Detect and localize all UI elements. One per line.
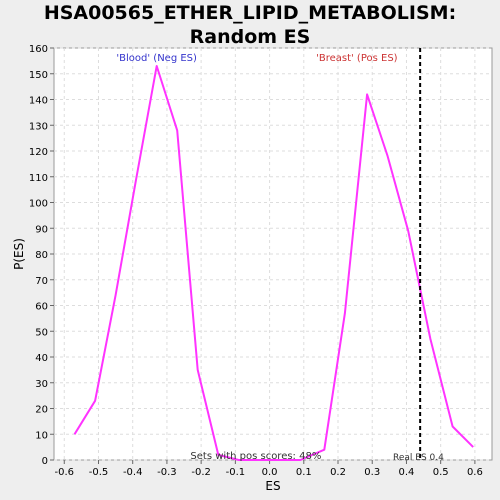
x-tick-label: 0.4: [399, 467, 415, 478]
y-tick-label: 80: [35, 250, 48, 261]
y-tick-label: 0: [42, 456, 48, 467]
series-layer: [73, 65, 474, 461]
x-tick-label: -0.1: [226, 467, 246, 478]
annotation-layer: 'Blood' (Neg ES) 'Breast' (Pos ES) Sets wi…: [116, 48, 444, 463]
pos-es-label: 'Breast' (Pos ES): [316, 53, 398, 64]
x-axis: -0.6 -0.5 -0.4 -0.3 -0.2 -0.1 0.0 0.1 0.2 0.3 0.4 0…: [55, 460, 483, 478]
pos-scores-label: Sets with pos scores: 48%: [190, 451, 321, 462]
x-axis-title: ES: [265, 479, 280, 493]
neg-es-label: 'Blood' (Neg ES): [116, 53, 197, 64]
x-tick-label: 0.2: [330, 467, 346, 478]
y-tick-label: 140: [29, 96, 48, 107]
x-tick-label: 0.0: [262, 467, 278, 478]
x-tick-label: 0.6: [467, 467, 483, 478]
chart-title-line1: HSA00565_ETHER_LIPID_METABOLISM: Random …: [43, 2, 457, 48]
y-tick-label: 40: [35, 353, 48, 364]
y-axis: 0 10 20 30 40 50 60 70 80 90 100 110 120 130 140 150 160: [29, 44, 54, 467]
y-axis-title: P(ES): [12, 238, 26, 270]
y-tick-label: 70: [35, 276, 48, 287]
y-tick-label: 120: [29, 147, 48, 158]
y-tick-label: 20: [35, 405, 48, 416]
series-line: [73, 65, 474, 461]
y-tick-label: 160: [29, 44, 48, 55]
x-tick-label: -0.3: [157, 467, 177, 478]
x-tick-label: -0.5: [89, 467, 109, 478]
x-tick-label: -0.4: [123, 467, 143, 478]
y-tick-label: 30: [35, 379, 48, 390]
y-tick-label: 130: [29, 121, 48, 132]
y-tick-label: 100: [29, 199, 48, 210]
y-tick-label: 60: [35, 302, 48, 313]
y-tick-label: 10: [35, 430, 48, 441]
x-tick-label: -0.2: [191, 467, 211, 478]
y-tick-label: 50: [35, 327, 48, 338]
x-tick-label: -0.6: [55, 467, 75, 478]
x-tick-label: 0.1: [296, 467, 312, 478]
real-es-label: Real ES 0.4: [393, 453, 444, 463]
y-tick-label: 110: [29, 173, 48, 184]
x-tick-label: 0.5: [433, 467, 449, 478]
y-tick-label: 90: [35, 224, 48, 235]
y-tick-label: 150: [29, 70, 48, 81]
x-tick-label: 0.3: [364, 467, 380, 478]
